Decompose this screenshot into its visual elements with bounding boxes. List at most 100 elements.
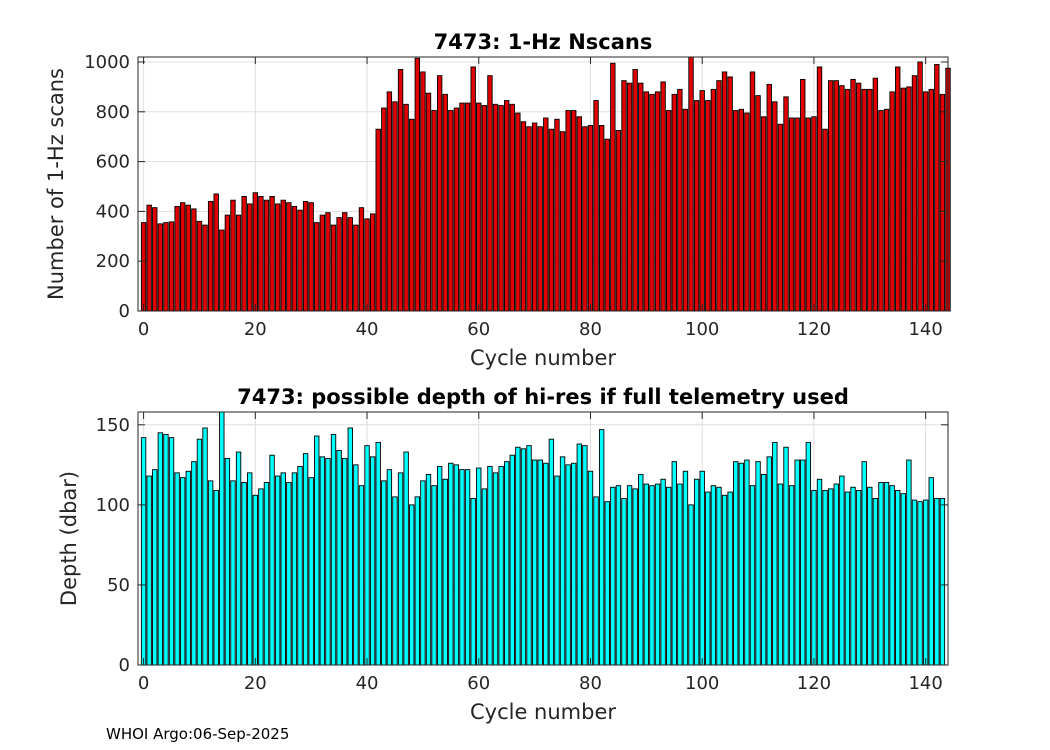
bar (576, 443, 583, 666)
x-tick-label: 120 (797, 319, 831, 340)
y-axis-label: Number of 1-Hz scans (44, 68, 68, 300)
bar (895, 490, 901, 666)
bar (543, 117, 549, 312)
bar (470, 66, 476, 312)
bar (682, 108, 689, 312)
bar (710, 485, 717, 666)
bar (207, 200, 214, 312)
bar (855, 82, 862, 312)
bar (939, 93, 946, 312)
bar (688, 56, 694, 312)
bar (666, 110, 672, 312)
bar (839, 475, 845, 666)
bar (342, 212, 348, 312)
bar (755, 461, 761, 666)
bar (565, 110, 571, 312)
bar (314, 222, 320, 312)
bar (833, 80, 839, 312)
x-tick-label: 20 (244, 319, 267, 340)
x-axis-label: Cycle number (470, 700, 616, 724)
bar (604, 138, 610, 312)
bar (867, 486, 873, 666)
bar (414, 496, 420, 666)
bar (274, 475, 281, 666)
bar (872, 77, 879, 312)
bar (515, 112, 521, 312)
bar (302, 453, 309, 666)
bar (403, 103, 409, 312)
bar (805, 117, 812, 312)
bar (235, 451, 242, 666)
bar (448, 462, 454, 666)
bar (783, 446, 789, 666)
y-tick-label: 800 (96, 102, 130, 123)
bar (610, 62, 616, 312)
bar (766, 83, 772, 312)
bar (526, 126, 532, 312)
bar (906, 86, 912, 312)
bar (241, 482, 247, 666)
bar (297, 465, 303, 666)
bar (800, 78, 806, 312)
bar (643, 483, 650, 666)
bar (582, 126, 588, 312)
bar (638, 474, 644, 666)
bar (693, 100, 700, 312)
bar (671, 461, 677, 666)
bar (247, 472, 253, 666)
bar (515, 446, 521, 666)
bar (643, 91, 650, 312)
bar (347, 217, 353, 312)
y-tick-label: 150 (96, 415, 130, 436)
bar (777, 123, 784, 312)
bar (895, 66, 901, 312)
bar (878, 482, 884, 666)
bar (185, 204, 191, 312)
bar (336, 449, 342, 666)
bar (202, 224, 208, 312)
bar (598, 125, 605, 312)
x-tick-label: 0 (138, 673, 149, 694)
bar (593, 496, 599, 666)
bar (867, 88, 873, 312)
bar (705, 491, 711, 666)
bar (247, 203, 253, 312)
bar (403, 451, 409, 666)
bar (274, 203, 281, 312)
bar (163, 433, 169, 666)
bar (755, 95, 761, 312)
bar (157, 432, 164, 666)
bar (269, 454, 275, 666)
bar (855, 490, 862, 666)
bar (319, 214, 326, 312)
bar (559, 131, 566, 312)
bar (347, 427, 353, 666)
bar (280, 472, 286, 666)
bar (258, 195, 264, 312)
bar (721, 71, 728, 312)
bar (548, 438, 555, 666)
bar (794, 459, 800, 666)
bar (626, 485, 633, 666)
bar (319, 456, 326, 666)
bar (604, 501, 610, 666)
chart-1: 0 20 40 60 80 100 120 140 0 200 400 600 800 1000 7473:… (44, 30, 951, 370)
bar (409, 504, 415, 666)
bar (839, 85, 845, 312)
bar (889, 485, 895, 666)
bar (649, 93, 655, 312)
bar (733, 461, 739, 666)
bar (889, 91, 895, 312)
y-tick-label: 1000 (84, 52, 130, 73)
bar (425, 92, 432, 312)
bar (241, 195, 247, 312)
bar (476, 467, 482, 666)
bar (219, 229, 225, 312)
bar (833, 483, 839, 666)
bar (760, 474, 767, 666)
bar (174, 472, 180, 666)
chart-title: 7473: 1-Hz Nscans (434, 30, 653, 54)
bar (520, 121, 527, 312)
bar (917, 61, 923, 312)
